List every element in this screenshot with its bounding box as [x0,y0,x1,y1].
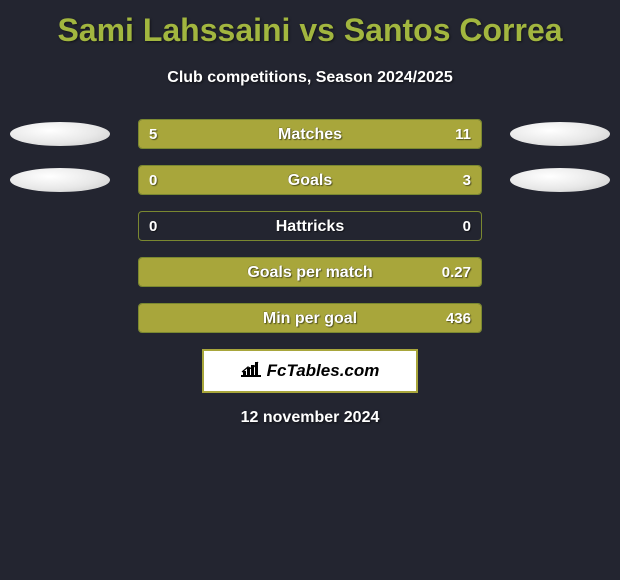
stat-label: Min per goal [139,304,481,333]
comparison-row: 0.27Goals per match [0,257,620,287]
stat-bar: 511Matches [138,119,482,149]
footer-logo: FcTables.com [202,349,418,393]
chart-icon [241,361,261,382]
player-right-badge [510,122,610,146]
brand-text: FcTables.com [267,361,380,381]
player-left-badge [10,168,110,192]
stat-bar: 00Hattricks [138,211,482,241]
comparison-row: 436Min per goal [0,303,620,333]
comparison-row: 511Matches [0,119,620,149]
stat-label: Goals [139,166,481,195]
stat-label: Hattricks [139,212,481,241]
stat-label: Matches [139,120,481,149]
comparison-row: 00Hattricks [0,211,620,241]
page-title: Sami Lahssaini vs Santos Correa [0,0,620,49]
player-left-badge [10,122,110,146]
footer-logo-text: FcTables.com [241,361,380,382]
stat-bar: 0.27Goals per match [138,257,482,287]
player-right-badge [510,168,610,192]
subtitle: Club competitions, Season 2024/2025 [0,69,620,87]
comparison-rows: 511Matches 03Goals 00Hattricks 0.27Goals pe… [0,119,620,333]
comparison-row: 03Goals [0,165,620,195]
footer-date: 12 november 2024 [0,409,620,427]
stat-label: Goals per match [139,258,481,287]
stat-bar: 436Min per goal [138,303,482,333]
stat-bar: 03Goals [138,165,482,195]
